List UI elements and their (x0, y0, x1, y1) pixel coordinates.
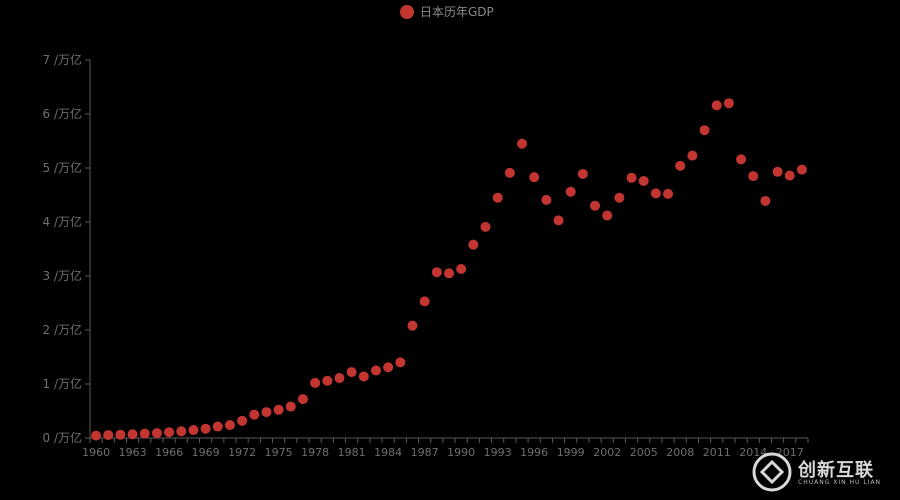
data-point (784, 170, 795, 181)
data-point (541, 194, 552, 205)
x-tick-label: 2014 (739, 446, 767, 459)
data-point (687, 150, 698, 161)
data-point (419, 296, 430, 307)
data-point (285, 401, 296, 412)
data-point (626, 172, 637, 183)
data-point (577, 168, 588, 179)
x-tick-label: 2005 (630, 446, 658, 459)
x-tick-label: 2002 (593, 446, 621, 459)
data-point (675, 160, 686, 171)
data-point (249, 409, 260, 420)
x-tick-label: 1972 (228, 446, 256, 459)
x-tick-label: 1999 (557, 446, 585, 459)
x-tick-label: 1975 (265, 446, 293, 459)
y-tick-label: 2 /万亿 (43, 322, 83, 337)
data-point (139, 428, 150, 439)
data-point (212, 421, 223, 432)
legend[interactable]: 日本历年GDP (400, 3, 494, 20)
y-tick-label: 5 /万亿 (43, 160, 83, 175)
data-point (370, 365, 381, 376)
data-point (723, 98, 734, 109)
data-point (699, 125, 710, 136)
data-point (297, 394, 308, 405)
data-point (273, 404, 284, 415)
x-tick-label: 1966 (155, 446, 183, 459)
data-point (553, 215, 564, 226)
watermark-subtitle: CHUANG XIN HU LIAN (798, 479, 882, 486)
data-point (322, 375, 333, 386)
data-point (103, 430, 114, 441)
data-point (772, 166, 783, 177)
data-point (237, 415, 248, 426)
y-tick-label: 4 /万亿 (43, 214, 83, 229)
y-tick-label: 1 /万亿 (43, 376, 83, 391)
data-point (736, 154, 747, 165)
data-point (188, 425, 199, 436)
watermark-logo: 创新互联 CHUANG XIN HU LIAN (752, 452, 892, 492)
data-point (480, 221, 491, 232)
data-point (346, 367, 357, 378)
legend-marker-icon (400, 4, 414, 19)
data-point (383, 362, 394, 373)
data-point (517, 138, 528, 149)
data-point (565, 186, 576, 197)
data-point (151, 428, 162, 439)
y-tick-label: 3 /万亿 (43, 268, 83, 283)
data-point (407, 320, 418, 331)
x-tick-label: 1987 (411, 446, 439, 459)
data-point (176, 426, 187, 437)
x-tick-label: 2008 (666, 446, 694, 459)
x-tick-label: 1984 (374, 446, 402, 459)
x-tick-label: 2011 (703, 446, 731, 459)
data-point (91, 430, 102, 441)
data-point (663, 188, 674, 199)
data-point (334, 373, 345, 384)
x-tick-label: 1993 (484, 446, 512, 459)
data-point (115, 429, 126, 440)
data-point (431, 267, 442, 278)
legend-label: 日本历年GDP (420, 5, 494, 19)
data-point (796, 164, 807, 175)
data-point (310, 377, 321, 388)
x-tick-label: 1996 (520, 446, 548, 459)
y-tick-label: 6 /万亿 (43, 106, 83, 121)
data-point (261, 407, 272, 418)
data-point (711, 100, 722, 111)
data-point (127, 429, 138, 440)
data-point (395, 357, 406, 368)
x-tick-label: 1969 (192, 446, 220, 459)
data-point (200, 423, 211, 434)
data-point (224, 420, 235, 431)
x-tick-label: 1990 (447, 446, 475, 459)
data-point (444, 268, 454, 279)
data-point (748, 171, 759, 182)
data-point (614, 192, 625, 203)
y-tick-label: 7 /万亿 (43, 52, 83, 67)
y-tick-label: 0 /万亿 (43, 430, 83, 445)
data-point (492, 192, 503, 203)
x-tick-label: 1981 (338, 446, 366, 459)
data-point (358, 371, 369, 382)
data-point (590, 200, 601, 211)
x-tick-label: 1963 (119, 446, 147, 459)
data-point (650, 188, 661, 199)
data-point (529, 172, 540, 183)
data-point (468, 239, 479, 250)
logo-icon (752, 452, 792, 492)
data-point (504, 167, 515, 178)
data-point (760, 195, 771, 206)
data-point (164, 427, 175, 438)
x-tick-label: 1978 (301, 446, 329, 459)
watermark-title: 创新互联 (798, 460, 874, 481)
data-point (602, 210, 613, 221)
data-point (456, 263, 467, 274)
data-point (638, 175, 649, 186)
x-tick-label: 1960 (82, 446, 110, 459)
